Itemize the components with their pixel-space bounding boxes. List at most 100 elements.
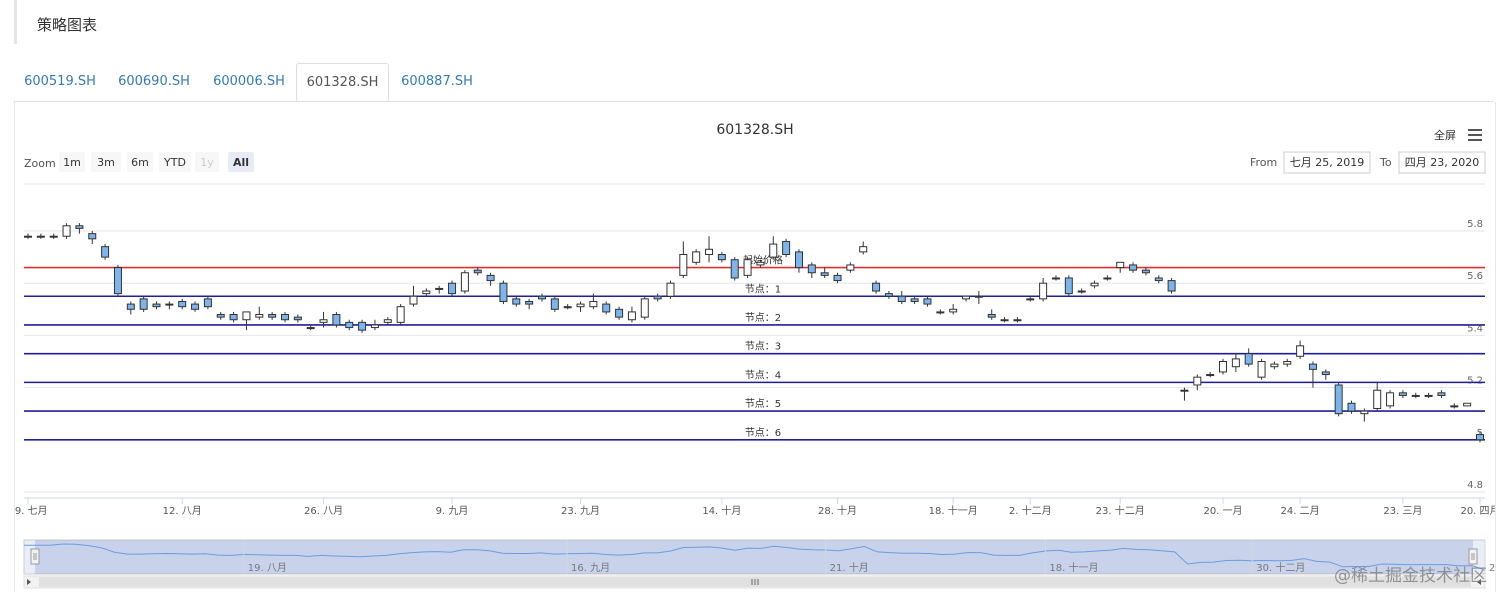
candle-body [846,264,855,271]
candle-body [1103,277,1112,280]
to-date-input[interactable]: 四月 23, 2020 [1398,151,1486,174]
candle-body [1051,277,1060,280]
candle [525,298,534,310]
candle [1321,369,1330,380]
tab-600690[interactable]: 600690.SH [118,74,190,89]
candle-body [486,274,495,282]
navigator-selection [35,540,1473,574]
handle-box [1468,548,1478,565]
candle [165,301,174,310]
candle-body [332,314,341,326]
tab-600006[interactable]: 600006.SH [213,74,285,89]
candle [615,306,624,320]
candle [409,285,418,307]
candle [769,236,778,260]
candle-body [216,314,225,318]
candle [332,311,341,328]
zoom-button-ytd[interactable]: YTD [159,152,191,172]
candle [1283,358,1292,367]
menu-icon[interactable] [1468,129,1482,141]
candle-body [1308,363,1317,370]
stock-chart: 601328.SH 全屏 Zoom 1m 3m 6m YTD 1y All From 七月 25, … [14,102,1496,592]
tab-601328[interactable]: 601328.SH [296,63,389,101]
candle [1090,280,1099,289]
candle [1154,275,1163,284]
candle-body [191,303,200,310]
candle [229,311,238,323]
candle-body [1283,361,1292,365]
scrollbar[interactable] [23,575,1486,589]
candle [640,296,649,320]
candle [460,270,469,294]
candle-body [1141,269,1150,274]
navigator-tick-label: 19. 八月 [248,562,287,574]
candle [653,293,662,302]
navigator-left-handle[interactable] [30,548,40,565]
candle [1013,317,1022,323]
zoom-button-3m[interactable]: 3m [91,152,121,172]
candle-body [435,287,444,290]
x-tick-label: 26. 八月 [304,505,343,517]
candle [589,293,598,310]
scroll-left-arrow-icon[interactable] [27,579,31,585]
candle [936,309,945,315]
candle [1398,390,1407,399]
candle [923,296,932,307]
candle-body [974,295,983,298]
scroll-right-arrow-icon[interactable] [1477,579,1481,585]
candle-body [345,321,354,329]
candle [191,301,200,312]
candle [833,272,842,284]
candle [576,301,585,312]
candle-body [1193,376,1202,386]
zoom-button-1y[interactable]: 1y [195,152,219,172]
candle [782,238,791,258]
candle [949,304,958,315]
candle [1167,277,1176,294]
candle [872,280,881,294]
to-date-box [1398,151,1486,174]
tab-600519[interactable]: 600519.SH [24,74,96,89]
zoom-button-label: YTD [163,156,186,169]
candle [358,319,367,333]
tab-600887[interactable]: 600887.SH [401,74,473,89]
x-tick-label: 28. 十月 [818,504,857,517]
candle [1231,353,1240,372]
from-date-input[interactable]: 七月 25, 2019 [1283,151,1371,174]
candle [345,319,354,331]
candle [1476,431,1484,443]
candle [268,311,277,320]
x-tick-label: 20. 四月 [1460,505,1495,517]
zoom-button-1m[interactable]: 1m [59,152,85,172]
zoom-button-bg [228,152,254,172]
candle-body [666,282,675,297]
candle [152,301,161,310]
navigator-right-handle[interactable] [1468,548,1478,565]
candle-body [293,316,302,321]
candle-body [872,282,881,292]
candle-body [88,233,97,240]
candle-body [1154,277,1163,282]
candle-body [782,240,791,255]
candle [962,295,971,302]
from-label: From [1250,156,1277,169]
page-title: 策略图表 [37,16,98,34]
candle [1411,392,1420,399]
candle [602,301,611,315]
zoom-button-6m[interactable]: 6m [127,152,153,172]
fullscreen-label[interactable]: 全屏 [1434,128,1456,142]
candle-body [936,311,945,314]
navigator-background [23,539,1486,575]
navigator-series [24,543,1486,571]
candle [1386,390,1395,409]
candle [255,306,264,320]
zoom-button-all[interactable]: All [228,152,254,172]
x-tick-label: 9. 九月 [436,505,469,517]
candle-body [62,225,71,237]
candle-body [1064,277,1073,295]
candle-body [36,235,45,238]
candle [807,262,816,278]
candle [666,280,675,299]
navigator-tick-label: 30. 十二月 [1256,561,1305,574]
candle-body [512,298,521,305]
